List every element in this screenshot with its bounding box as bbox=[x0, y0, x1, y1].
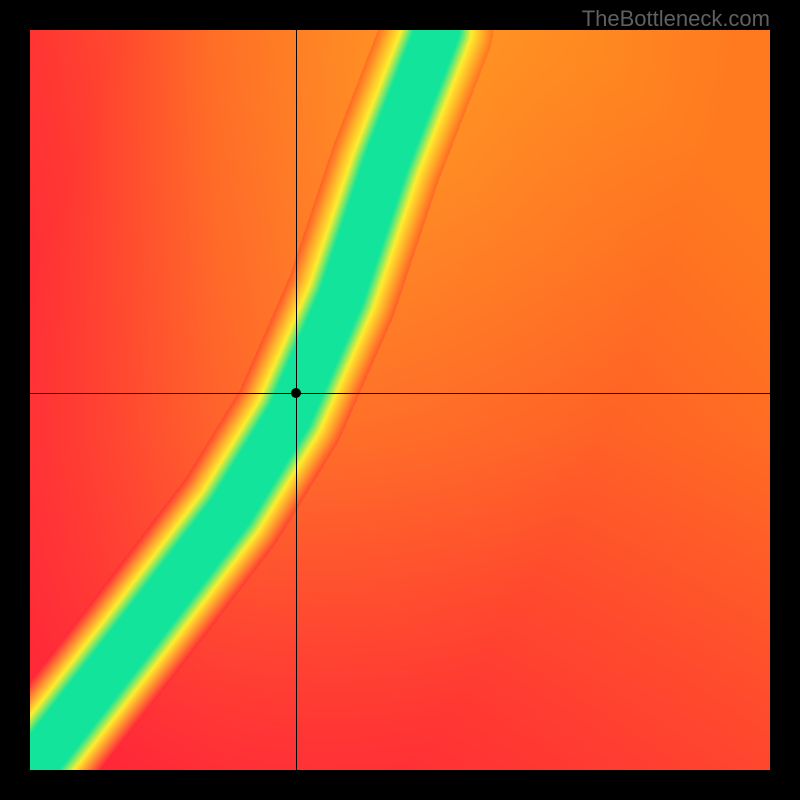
crosshair-vertical bbox=[296, 30, 297, 770]
heatmap-canvas bbox=[30, 30, 770, 770]
heatmap-plot bbox=[30, 30, 770, 770]
crosshair-horizontal bbox=[30, 393, 770, 394]
marker-dot bbox=[291, 388, 301, 398]
watermark-text: TheBottleneck.com bbox=[582, 6, 770, 32]
